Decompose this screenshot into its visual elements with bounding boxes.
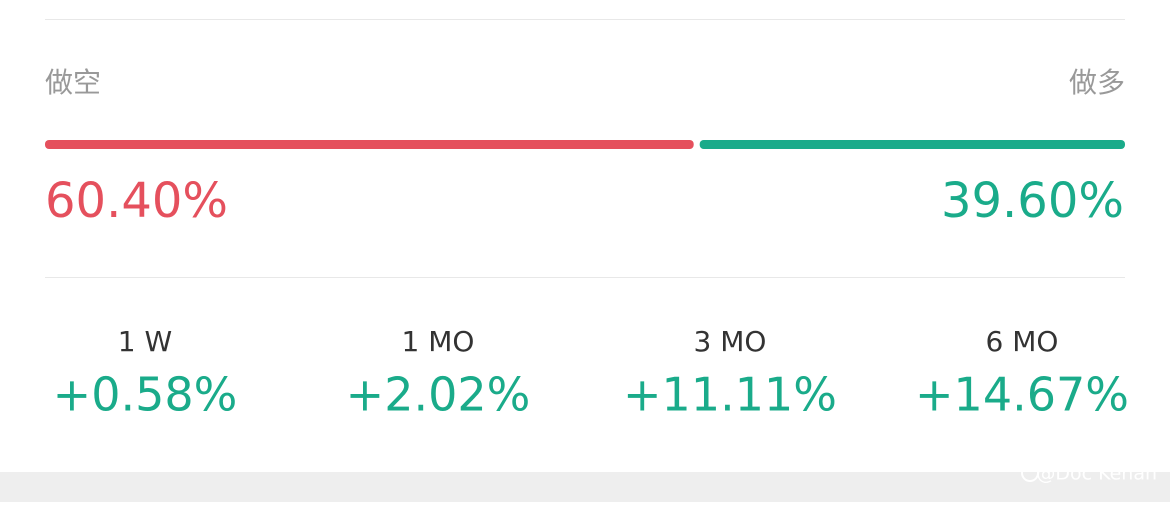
period-label: 3 MO [694,325,767,358]
period-label: 1 MO [402,325,475,358]
short-label: 做空 [45,66,101,99]
long-percent: 39.60% [941,173,1124,229]
watermark-icon [1021,464,1039,482]
period-change: +14.67% [915,368,1129,422]
short-bar [45,140,694,149]
period-label: 1 W [118,325,172,358]
period-change: +0.58% [53,368,238,422]
watermark: @Doc Kenan [1036,463,1157,485]
period-label: 6 MO [986,325,1059,358]
footer-band [0,472,1170,502]
long-label: 做多 [1069,66,1125,99]
long-bar [699,140,1125,149]
period-change: +11.11% [623,368,837,422]
short-percent: 60.40% [45,173,228,229]
period-change: +2.02% [346,368,531,422]
